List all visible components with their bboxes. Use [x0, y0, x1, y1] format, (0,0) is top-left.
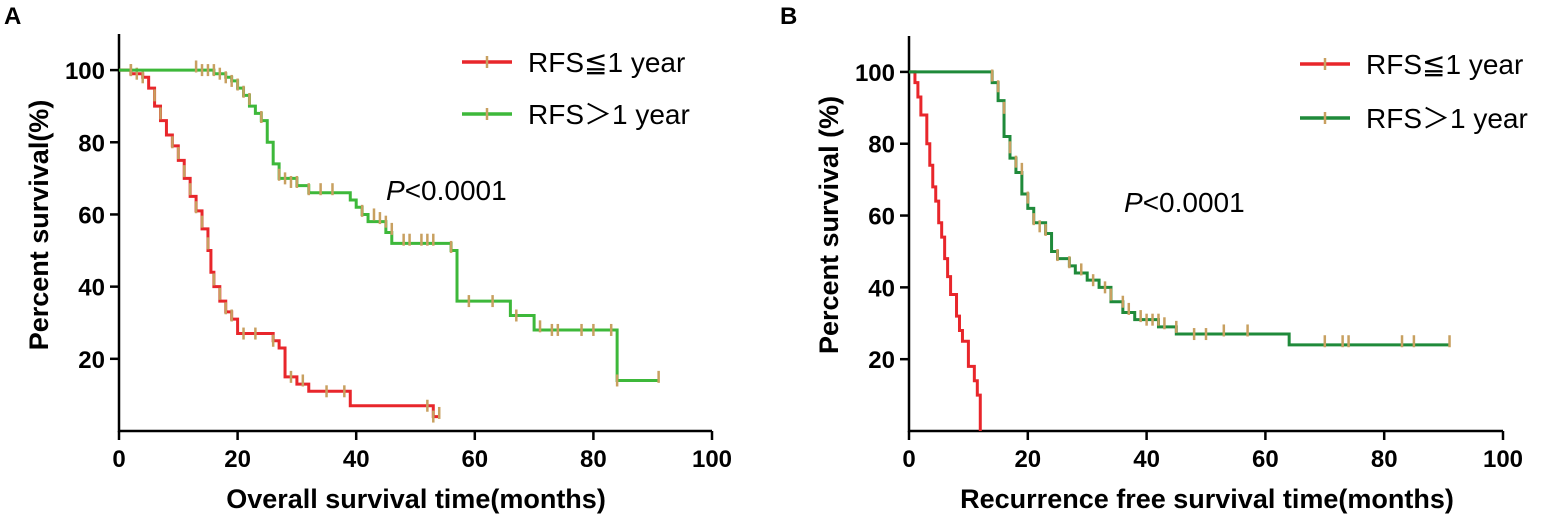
panel-b-p-value: P<0.0001 — [1124, 187, 1245, 218]
panel-a-legend-label-2: RFS＞1 year — [528, 99, 690, 130]
panel-b-legend: RFS≦1 year RFS＞1 year — [1300, 49, 1528, 134]
panel-b-y-axis-label: Percent survival (%) — [814, 96, 844, 354]
panel-b-series-1-line — [909, 70, 982, 431]
panel-a-x-tick-label: 0 — [112, 446, 125, 473]
panel-a-x-tick-label: 40 — [343, 446, 370, 473]
panel-a-y-tick-label: 20 — [78, 347, 105, 374]
panel-b-x-tick-label: 60 — [1252, 446, 1279, 473]
panel-b-axes: 0 20 40 60 80 100 20 40 60 80 100 — [855, 36, 1523, 473]
panel-b-y-tick-label: 80 — [868, 132, 895, 159]
panel-b-y-tick-label: 60 — [868, 204, 895, 231]
panel-a-x-tick-label: 80 — [580, 446, 607, 473]
panel-a-axes: 0 20 40 60 80 100 20 40 60 80 100 — [65, 34, 732, 473]
panel-a-series — [119, 60, 660, 423]
panel-b-label: B — [780, 3, 797, 30]
panel-a-series-1-line — [119, 68, 440, 419]
panel-b-series — [909, 69, 1451, 431]
panel-b-x-tick-label: 0 — [902, 446, 915, 473]
panel-b-y-tick-label: 40 — [868, 275, 895, 302]
panel-a-x-tick-label: 20 — [224, 446, 251, 473]
panel-b-y-tick-label: 100 — [855, 60, 895, 87]
panel-a-x-axis-label: Overall survival time(months) — [226, 484, 606, 514]
panel-a-legend-label-1: RFS≦1 year — [528, 47, 685, 78]
panel-a-x-tick-label: 60 — [461, 446, 488, 473]
panel-b-legend-label-1: RFS≦1 year — [1366, 49, 1523, 80]
panel-b-p-rest: <0.0001 — [1143, 187, 1245, 218]
panel-b-x-tick-label: 40 — [1133, 446, 1160, 473]
panel-a-y-tick-label: 40 — [78, 275, 105, 302]
panel-b-p-italic: P — [1124, 187, 1143, 218]
panel-b-x-tick-label: 100 — [1483, 446, 1523, 473]
panel-a-p-rest: <0.0001 — [405, 175, 507, 206]
panel-a-p-italic: P — [386, 175, 405, 206]
panel-a-y-tick-label: 60 — [78, 202, 105, 229]
panel-b-x-tick-label: 80 — [1371, 446, 1398, 473]
panel-a-x-tick-label: 100 — [692, 446, 732, 473]
panel-a-p-value: P<0.0001 — [386, 175, 507, 206]
panel-b-legend-label-2: RFS＞1 year — [1366, 103, 1528, 134]
panel-a-legend: RFS≦1 year RFS＞1 year — [462, 47, 690, 130]
panel-b-x-axis-label: Recurrence free survival time(months) — [960, 484, 1454, 514]
panel-a-label: A — [4, 3, 21, 30]
panel-b-y-tick-label: 20 — [868, 347, 895, 374]
panel-b-x-tick-label: 20 — [1014, 446, 1041, 473]
panel-a-y-tick-label: 80 — [78, 130, 105, 157]
panel-a-y-axis-label: Percent survival(%) — [24, 100, 54, 351]
panel-b: B 0 20 40 60 80 100 20 40 60 80 100 Recurrence fre… — [780, 3, 1528, 514]
panel-a: A 0 20 40 60 80 100 20 40 60 80 100 Overall surviv… — [4, 3, 732, 514]
panel-a-y-tick-label: 100 — [65, 58, 105, 85]
